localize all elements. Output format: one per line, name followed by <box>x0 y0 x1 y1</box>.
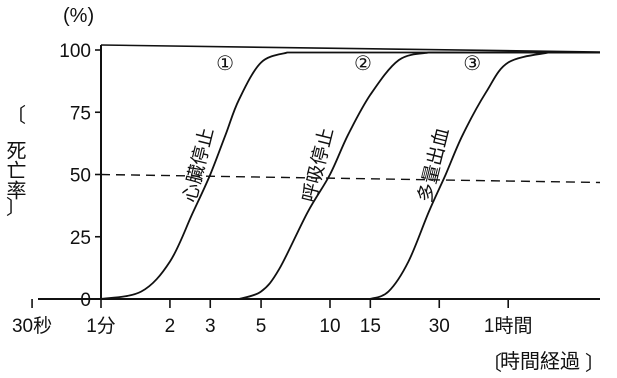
mortality-curve-2 <box>238 51 600 300</box>
y-tick-label: 100 <box>59 41 91 62</box>
y-tick-label: 0 <box>80 290 91 311</box>
x-tick-label: 10 <box>319 316 340 337</box>
x-tick-label: 30秒 <box>12 315 52 337</box>
x-tick-label: 1時間 <box>484 315 533 337</box>
y-tick-label: 75 <box>70 103 91 124</box>
x-tick-label: 5 <box>256 316 267 337</box>
y-tick-label: 25 <box>70 228 91 249</box>
mortality-curve-1 <box>100 51 600 300</box>
curve-marker-3: ③ <box>463 53 481 75</box>
x-axis-label-bracket-left: 〔 <box>482 352 502 375</box>
curve-name-1: 心臓停止 <box>179 126 219 205</box>
x-axis-label-bracket-right: 〕 <box>585 352 605 375</box>
x-tick-label: 1分 <box>86 315 116 337</box>
top-border <box>100 44 601 53</box>
x-tick-label: 30 <box>429 316 450 337</box>
curve-name-2: 呼吸停止 <box>298 126 338 205</box>
y-axis-label-bracket-bottom: 〕 <box>6 196 26 219</box>
y-unit-label: (%) <box>63 5 94 27</box>
fifty-percent-reference-line <box>100 173 601 184</box>
mortality-curve-3 <box>369 51 600 300</box>
curve-marker-2: ② <box>354 53 372 75</box>
curve-marker-1: ① <box>216 53 234 75</box>
x-tick-label: 3 <box>205 316 216 337</box>
y-tick-label: 50 <box>70 166 91 187</box>
y-axis-label: 死亡率 <box>3 140 26 200</box>
y-axis-label-bracket-top: 〔 <box>6 104 26 127</box>
x-axis-label: 時間経過 <box>500 350 580 373</box>
curve-name-3: 多量出血 <box>414 126 454 205</box>
x-tick-label: 15 <box>360 316 381 337</box>
x-tick-label: 2 <box>165 316 176 337</box>
